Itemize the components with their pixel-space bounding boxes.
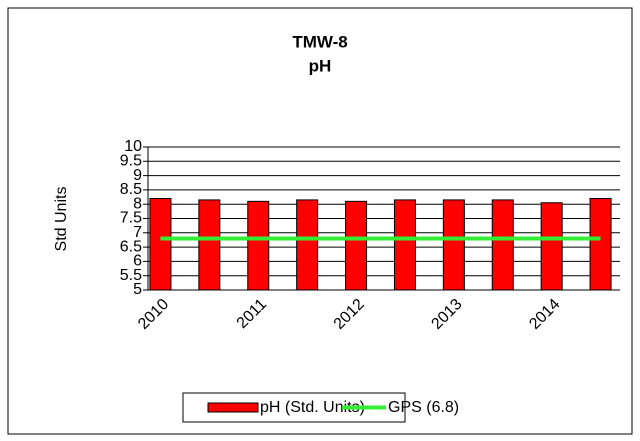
bar: [149, 197, 172, 291]
chart-subtitle: pH: [309, 56, 332, 75]
y-tick-label: 9.5: [120, 153, 142, 170]
chart-border: [7, 7, 633, 435]
bar: [540, 202, 563, 291]
y-tick-label: 6: [133, 253, 142, 270]
bar: [296, 199, 319, 291]
y-axis-label: Std Units: [53, 187, 70, 252]
legend-label: pH (Std. Units): [260, 399, 365, 416]
bar: [442, 199, 465, 291]
bar: [393, 199, 416, 291]
bar: [345, 200, 368, 291]
y-tick-label: 8: [133, 195, 142, 212]
bar: [247, 200, 270, 291]
bar: [198, 199, 221, 291]
bar: [491, 199, 514, 291]
y-tick-label: 5.5: [120, 267, 142, 284]
y-tick-label: 7: [133, 224, 142, 241]
y-tick-label: 7.5: [120, 210, 142, 227]
y-tick-label: 9: [133, 167, 142, 184]
y-tick-label: 8.5: [120, 181, 142, 198]
legend-swatch: [207, 402, 259, 413]
y-tick-label: 5: [133, 281, 142, 298]
legend-label: GPS (6.8): [388, 399, 459, 416]
chart-title: TMW-8: [292, 32, 347, 51]
bar: [589, 197, 612, 291]
y-tick-label: 6.5: [120, 238, 142, 255]
y-tick-label: 10: [124, 138, 142, 155]
